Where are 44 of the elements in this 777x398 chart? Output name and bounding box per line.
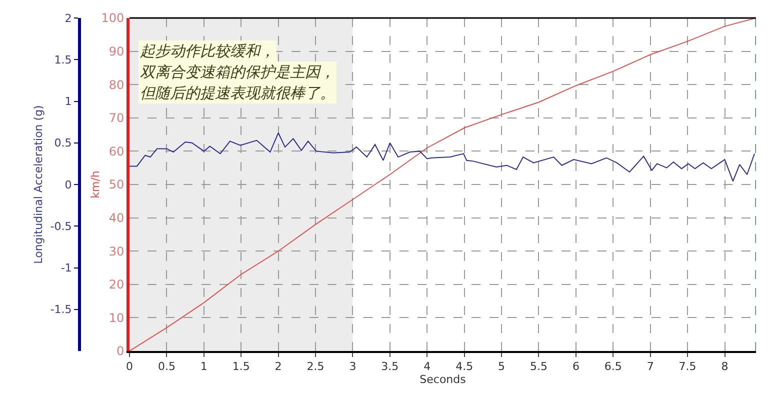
- y2-tick-label: 0: [64, 178, 72, 192]
- y-tick-label: 50: [108, 178, 124, 192]
- line-series: [130, 18, 756, 351]
- y2-tick-label: 1: [64, 95, 72, 108]
- y2-tick-label: -0.5: [50, 220, 72, 233]
- y-axis-title: km/h: [88, 170, 102, 198]
- x-tick-label: 5.5: [530, 360, 548, 374]
- x-tick-label: 2: [274, 360, 282, 374]
- y-tick-label: 20: [108, 278, 124, 292]
- y2-tick-label: 0.5: [54, 136, 72, 150]
- x-axis-title: Seconds: [420, 373, 466, 386]
- annotation: 双离合变速箱的保护是主因，: [140, 63, 335, 81]
- x-tick-label: 3.5: [381, 360, 399, 374]
- x-tick-label: 7.5: [678, 360, 696, 374]
- y2-tick-label: -1.5: [50, 303, 72, 316]
- x-tick-label: 6: [572, 360, 580, 374]
- y-tick-label: 100: [101, 11, 124, 26]
- y-tick-label: 90: [108, 44, 124, 58]
- y-tick-label: 0: [116, 344, 124, 358]
- x-tick-label: 8: [721, 360, 728, 374]
- y-tick-label: 10: [108, 310, 124, 325]
- x-tick-label: 4: [424, 360, 431, 374]
- annotation: 起步动作比较缓和，: [140, 42, 275, 60]
- x-tick-label: 0: [126, 360, 133, 374]
- x-tick-label: 3: [349, 360, 356, 374]
- x-tick-label: 0.5: [158, 360, 176, 374]
- y2-tick-label: 2: [64, 12, 72, 25]
- x-tick-label: 6.5: [604, 360, 622, 374]
- x-tick-label: 7: [646, 360, 654, 374]
- y2-tick-label: -1: [60, 262, 72, 275]
- x-tick-label: 1.5: [232, 360, 250, 374]
- y-tick-label: 60: [108, 144, 124, 158]
- x-tick-label: 1: [200, 360, 208, 374]
- x-tick-label: 5: [498, 360, 506, 374]
- x-tick-label: 2.5: [306, 360, 324, 374]
- y2-tick-label: 1.5: [54, 53, 72, 66]
- annotation: 但随后的提速表现就很棒了。: [140, 84, 335, 102]
- y-tick-label: 80: [108, 78, 124, 92]
- line-series: [130, 132, 756, 182]
- y-tick-label: 30: [108, 244, 124, 258]
- y2-axis-title: Longitudinal Acceleration (g): [32, 105, 45, 264]
- y-tick-label: 70: [108, 111, 124, 126]
- x-tick-label: 4.5: [456, 360, 474, 374]
- y-tick-label: 40: [108, 211, 124, 225]
